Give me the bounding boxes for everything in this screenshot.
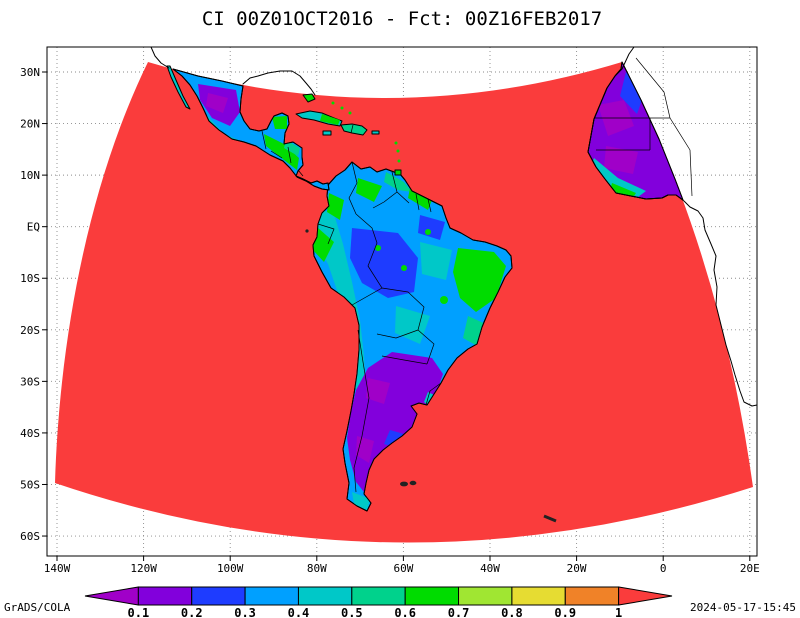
florida-tip [302,93,316,103]
lat-tick-label: 20S [20,324,40,337]
data-patch [610,183,636,199]
data-patch [350,228,418,298]
colorbar-label: 0.8 [501,606,523,618]
islands [295,93,557,523]
bahamas-islet [331,101,335,105]
lon-tick-label: 120W [130,562,157,575]
colorbar: 0.1 0.2 0.3 0.4 0.5 0.6 0.7 0.8 0.9 1 [84,586,673,618]
baja-california [166,65,191,110]
data-patch [418,215,445,240]
lat-tick-label: 10N [20,169,40,182]
colorbar-label: 0.5 [341,606,363,618]
data-patch [284,140,300,156]
lon-tick-label: 100W [217,562,244,575]
falkland-islands [409,480,417,486]
jamaica [322,130,332,136]
data-patch [620,72,644,114]
colorbar-segment [297,586,353,606]
credits-label: GrADS/COLA [4,601,71,614]
puerto-rico [371,130,380,135]
colorbar-label: 0.4 [288,606,310,618]
lon-tick-label: 80W [307,562,327,575]
falkland-islands [400,481,408,487]
data-patch [408,188,432,210]
lon-tick-label: 40W [480,562,500,575]
colorbar-segment [458,586,513,606]
lat-tick-label: 50S [20,478,40,491]
colorbar-label: 1 [615,606,622,618]
data-patch [366,378,390,404]
bahamas-islet [348,111,352,115]
bahamas-islet [340,106,344,110]
colorbar-segment [511,586,566,606]
data-patch [272,116,287,129]
cuba-east-patch [320,114,340,125]
lon-tick-label: 0 [660,562,667,575]
data-patch [375,245,381,251]
colorbar-label: 0.6 [394,606,416,618]
colorbar-label: 0.3 [234,606,256,618]
lon-tick-label: 140W [44,562,71,575]
antilles-islet [394,141,398,145]
colorbar-label: 0.2 [181,606,203,618]
south-america-borders [317,161,442,493]
lat-tick-label: 30S [20,375,40,388]
map-lines [150,46,758,493]
lat-tick-label: 60S [20,530,40,543]
colorbar-segment [404,586,460,606]
data-patch [425,229,431,235]
colorbar-label: 0.1 [128,606,150,618]
lat-tick-label: 40S [20,427,40,440]
africa-coastline [587,46,758,407]
gulf-coast-usa [242,70,316,96]
data-patch [401,265,407,271]
central-america-borders [261,130,304,177]
data-patch [440,296,448,304]
colorbar-segment [191,586,246,606]
axis-layer: 140W 120W 100W 80W 60W 40W 20W 0 20E 30N 20N 10N EQ 1… [20,66,760,575]
data-patch [356,178,382,202]
colorbar-segment [351,586,406,606]
data-patch [327,193,344,220]
trinidad [394,169,402,176]
lat-tick-label: 10S [20,272,40,285]
data-patch [420,242,452,280]
south-georgia [543,514,557,523]
colorbar-arrow-right [618,586,673,606]
africa-borders [594,57,693,197]
lon-tick-label: 60W [393,562,413,575]
data-patch [352,492,370,510]
colorbar-segment [137,586,193,606]
california-coastline [150,46,170,69]
antilles-islet [397,159,401,163]
data-patch [590,158,646,197]
colorbar-label: 0.9 [554,606,576,618]
plot-frame [46,46,758,557]
colorbar-segment [564,586,620,606]
lon-tick-label: 20W [567,562,587,575]
colorbar-label: 0.7 [448,606,470,618]
lat-tick-label: 20N [20,118,40,131]
lon-tick-label: 20E [740,562,760,575]
galapagos-speck [305,229,309,233]
data-patch [384,172,412,192]
data-patch [453,248,506,312]
lat-tick-label: EQ [27,221,40,234]
plot-title: CI 00Z01OCT2016 - Fct: 00Z16FEB2017 [202,8,602,30]
antilles-islet [396,149,400,153]
lat-tick-label: 30N [20,66,40,79]
hispaniola-border [350,124,354,134]
data-patch [604,146,638,174]
hispaniola [340,123,368,136]
colorbar-segment [244,586,299,606]
data-patch [264,134,299,170]
data-patch [206,93,228,113]
timestamp-label: 2024-05-17-15:45 [690,601,796,614]
data-patch [395,306,430,344]
